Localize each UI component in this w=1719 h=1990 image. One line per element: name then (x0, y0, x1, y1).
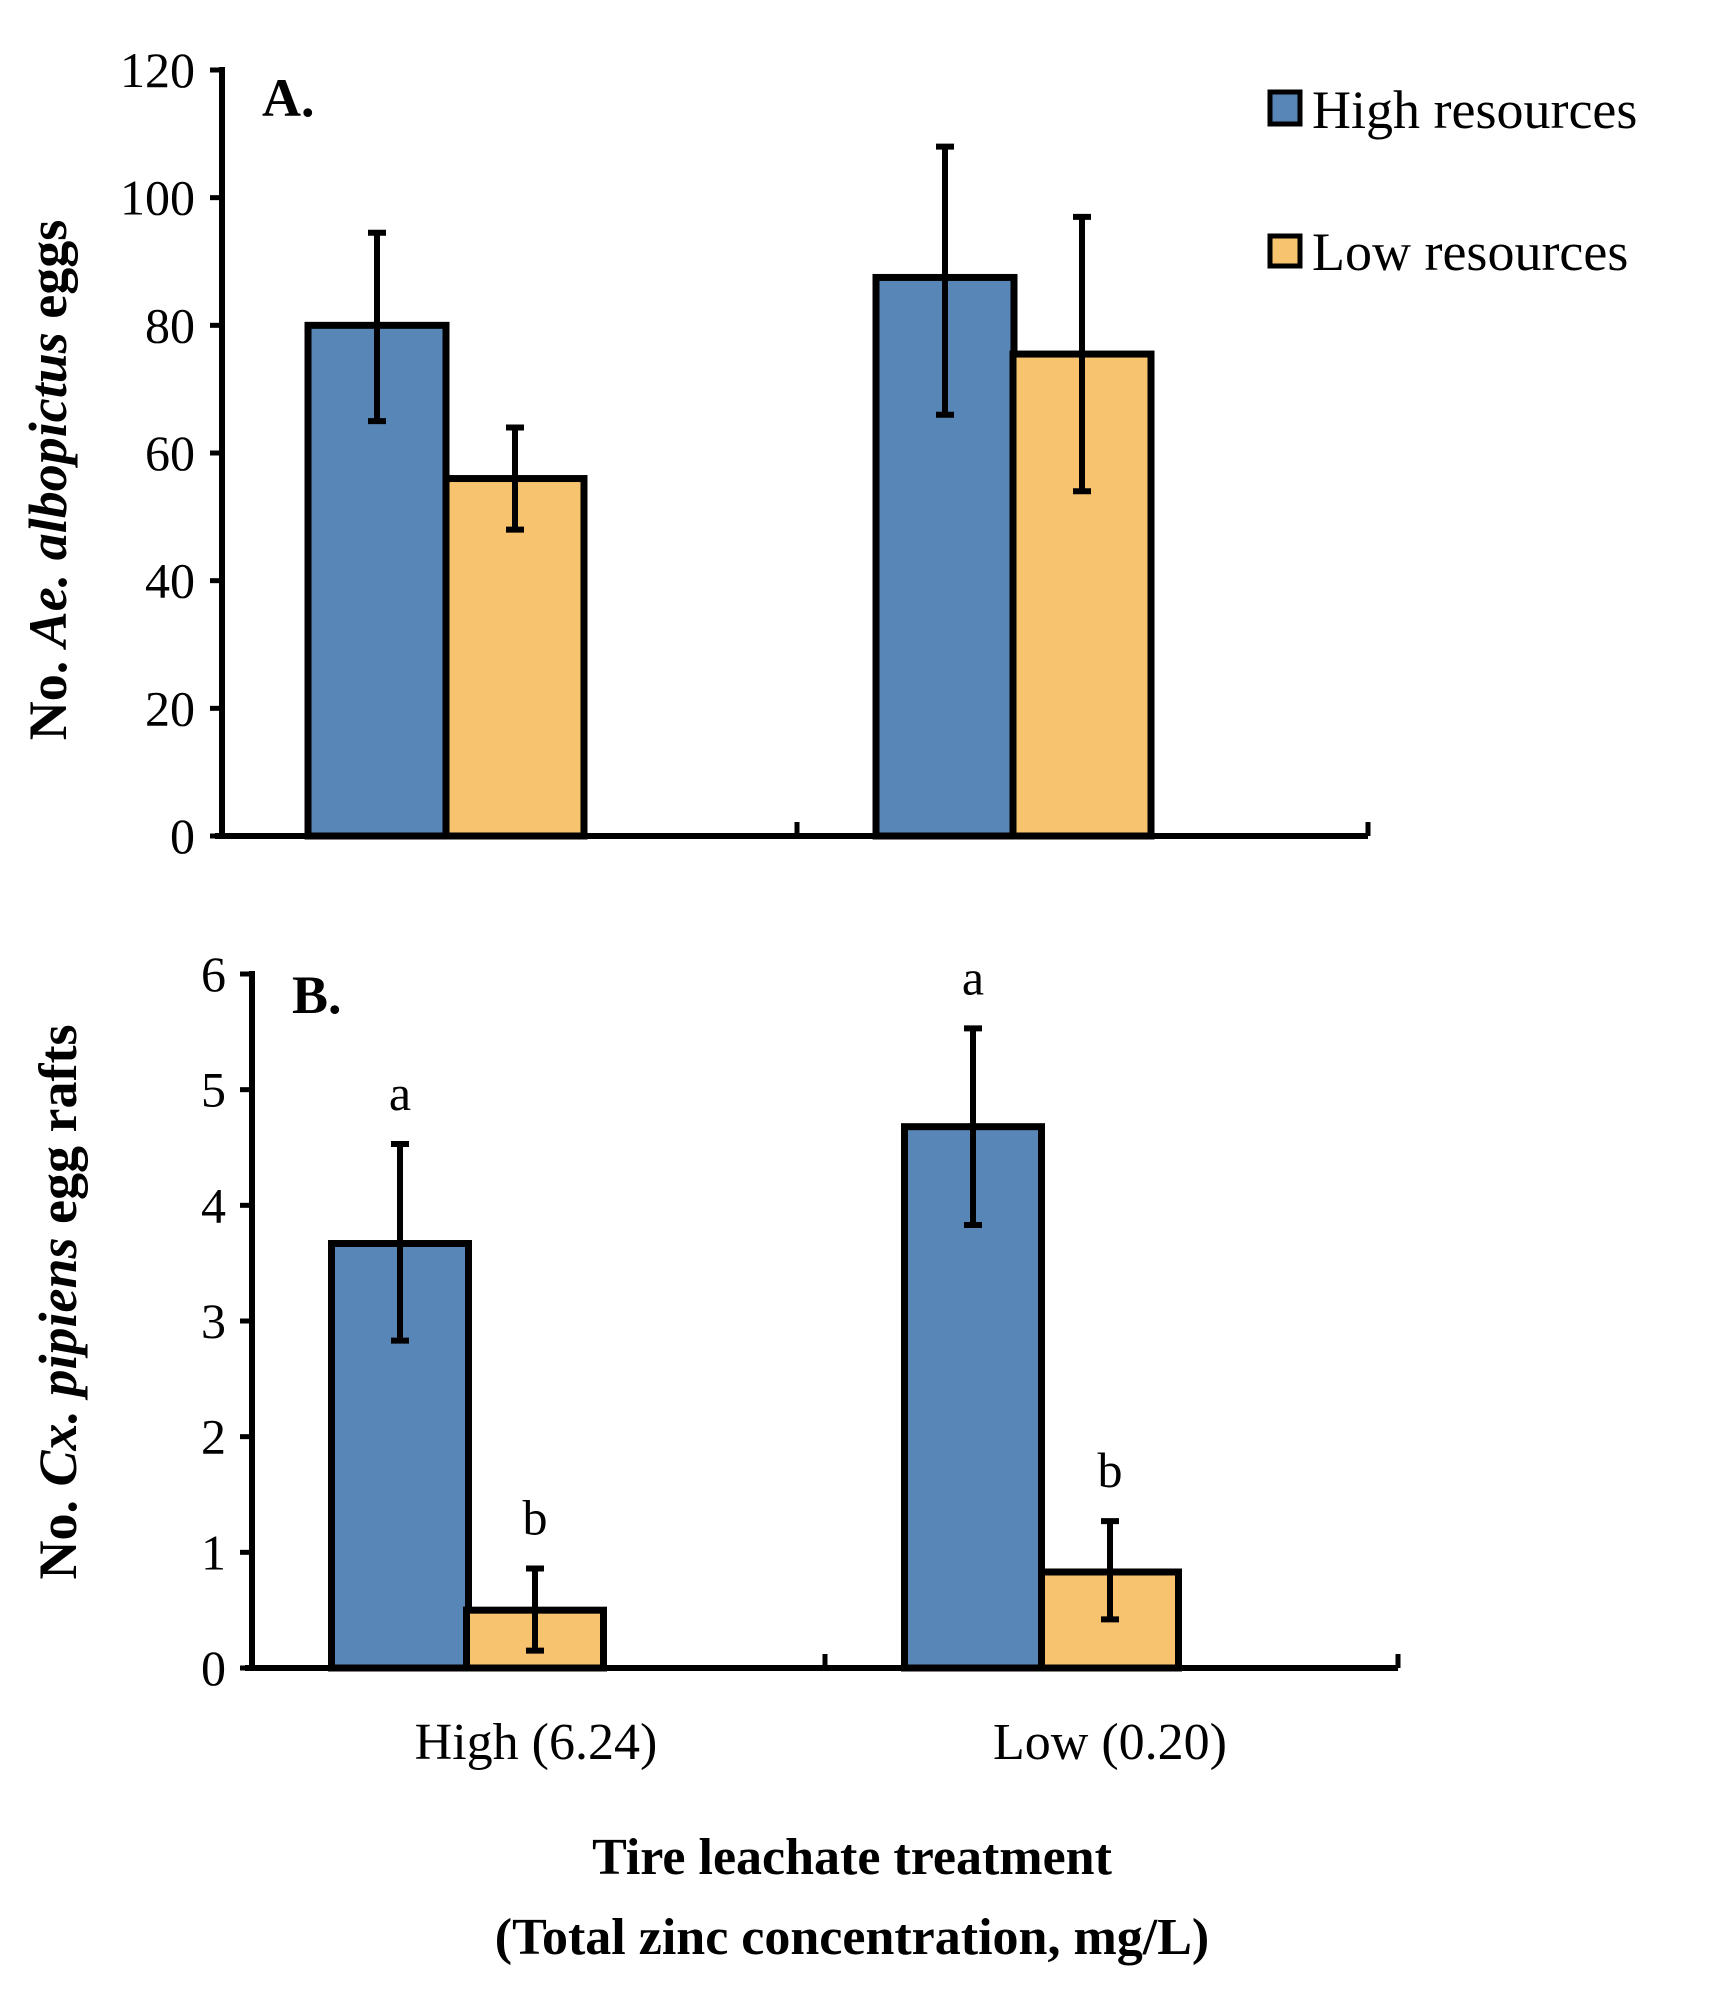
legend: High resources Low resources (1267, 80, 1637, 282)
panel-b-ylabel-suffix: egg rafts (28, 1025, 88, 1238)
panel-b-significance-letter: a (962, 949, 984, 1005)
panel-a-y-tick-label: 120 (120, 42, 195, 98)
panel-b-significance-letter: a (389, 1065, 411, 1121)
panel-b-y-axis-title: No. Cx. pipiens egg rafts (28, 1025, 88, 1580)
panel-b-y-tick-label: 3 (201, 1293, 226, 1349)
panel-b-y-tick-label: 0 (201, 1640, 226, 1696)
panel-b-plot-area: a a b b 0 1 2 3 4 5 6 (201, 946, 1401, 1696)
panel-a-y-tick-label: 100 (120, 170, 195, 226)
panel-a-ylabel-suffix: eggs (18, 220, 78, 332)
panel-b-ylabel-prefix: No. (28, 1486, 88, 1579)
legend-label-low-resources: Low resources (1312, 222, 1628, 282)
panel-a-y-tick-label: 60 (145, 425, 195, 481)
panel-b-significance-letter: b (1098, 1442, 1123, 1498)
panel-b-y-tick-label: 6 (201, 946, 226, 1002)
panel-b-y-tick-label: 5 (201, 1062, 226, 1118)
panel-b-y-tick-label: 1 (201, 1524, 226, 1580)
panel-a-bar-low-res-high-leachate (442, 475, 588, 840)
legend-label-high-resources: High resources (1312, 80, 1637, 140)
panel-b-significance-letter: b (523, 1490, 548, 1546)
legend-swatch-high-resources (1267, 89, 1303, 127)
legend-swatch-low-resources (1267, 233, 1303, 269)
panel-b-chart: a a b b 0 1 2 3 4 5 6 B. No. Cx. pipiens egg rafts (28, 946, 1401, 1696)
x-category-label-high: High (6.24) (415, 1714, 658, 1771)
panel-a-label: A. (262, 68, 315, 128)
x-category-label-low: Low (0.20) (993, 1714, 1227, 1771)
panel-a-ylabel-prefix: No. (18, 647, 78, 740)
panel-b-ylabel-species: Cx. pipiens (28, 1237, 88, 1486)
x-axis-title-line1: Tire leachate treatment (592, 1829, 1113, 1886)
panel-a-plot-area: 0 20 40 60 80 100 120 (120, 42, 1371, 864)
panel-a-y-axis-title: No. Ae. albopictus eggs (18, 220, 78, 741)
panel-a-chart: 0 20 40 60 80 100 120 A. No. Ae. albopictus eg… (18, 42, 1371, 864)
panel-b-y-tick-label: 4 (201, 1177, 226, 1233)
panel-a-y-tick-label: 40 (145, 553, 195, 609)
panel-a-y-tick-label: 0 (170, 808, 195, 864)
x-axis-title-line2: (Total zinc concentration, mg/L) (495, 1909, 1209, 1966)
panel-a-ylabel-species: Ae. albopictus (18, 332, 78, 650)
panel-a-y-tick-label: 80 (145, 297, 195, 353)
panel-b-label: B. (292, 965, 342, 1025)
panel-a-y-tick-label: 20 (145, 680, 195, 736)
panel-b-y-tick-label: 2 (201, 1409, 226, 1465)
